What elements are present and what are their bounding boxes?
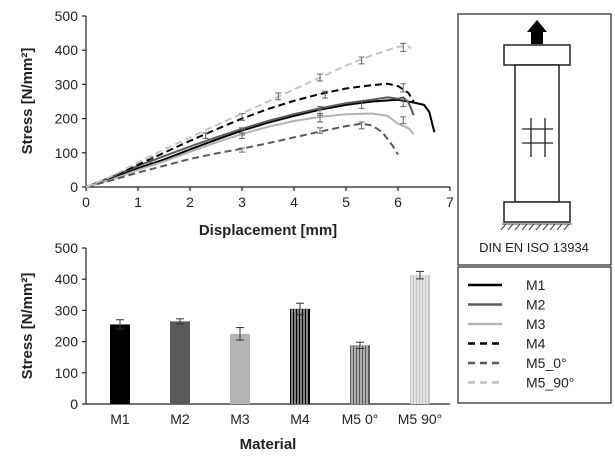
top-x-tick-label: 5 <box>342 194 350 210</box>
bottom-y-tick-label: 400 <box>55 271 79 287</box>
legend-label: M3 <box>526 316 546 332</box>
lower-clamp <box>503 201 571 223</box>
top-y-axis-label: Stress [N/mm²] <box>19 48 36 155</box>
bar-m3 <box>230 333 250 404</box>
specimen <box>514 64 560 203</box>
legend: M1 M2 M3 M4 M5_0° M5_90° <box>457 266 612 404</box>
stress-displacement-chart: 0 100 200 300 400 500 0 1 2 3 4 5 6 7 Displacement [… <box>19 8 454 239</box>
legend-label: M1 <box>526 277 546 293</box>
bottom-x-tick-label: M2 <box>170 411 190 427</box>
top-x-tick-label: 7 <box>446 194 454 210</box>
top-y-tick-label: 400 <box>55 42 79 58</box>
top-x-tick-label: 4 <box>290 194 298 210</box>
bottom-y-tick-label: 200 <box>55 334 79 350</box>
top-x-tick-label: 1 <box>134 194 142 210</box>
legend-label: M4 <box>526 336 546 352</box>
series-line-m3 <box>85 112 415 188</box>
upper-clamp <box>503 44 571 66</box>
bottom-y-axis-label: Stress [N/mm²] <box>19 273 36 380</box>
bottom-y-tick-label: 300 <box>55 302 79 318</box>
bottom-x-tick-label: M5 90° <box>398 411 443 427</box>
top-y-tick-label: 100 <box>55 145 79 161</box>
pull-arrow-icon <box>527 20 547 44</box>
legend-label: M5_0° <box>526 355 567 371</box>
legend-label: M5_90° <box>526 375 574 391</box>
test-setup-diagram: DIN EN ISO 13934 <box>457 13 612 266</box>
bar-m2 <box>170 321 190 404</box>
bottom-x-tick-label: M1 <box>110 411 130 427</box>
diagram-caption: DIN EN ISO 13934 <box>479 240 589 255</box>
bottom-x-tick-label: M4 <box>290 411 310 427</box>
stress-by-material-chart: 0 100 200 300 400 500 M1 M2 M3 M4 M5 0° M5 90° Mat… <box>19 240 450 453</box>
fixed-support-hatch <box>500 223 572 231</box>
bottom-y-tick-label: 500 <box>55 240 79 256</box>
top-y-tick-label: 200 <box>55 111 79 127</box>
top-y-tick-label: 500 <box>55 8 79 24</box>
top-y-tick-label: 300 <box>55 76 79 92</box>
bottom-y-tick-label: 0 <box>70 396 78 412</box>
series-line-m5-90- <box>85 45 412 188</box>
specimen-grid-marks <box>522 118 553 157</box>
top-x-tick-label: 3 <box>238 194 246 210</box>
legend-frame <box>457 266 612 404</box>
series-line-m2 <box>85 96 415 188</box>
bottom-y-tick-label: 100 <box>55 365 79 381</box>
bar-m1 <box>110 324 130 404</box>
bottom-x-tick-label: M5 0° <box>342 411 379 427</box>
top-x-tick-label: 2 <box>186 194 194 210</box>
top-x-tick-label: 0 <box>82 194 90 210</box>
top-x-tick-label: 6 <box>394 194 402 210</box>
bottom-x-tick-label: M3 <box>230 411 250 427</box>
series-line-m5-0- <box>85 122 399 188</box>
series-line-m1 <box>85 98 436 188</box>
bottom-x-axis-label: Material <box>240 436 297 453</box>
legend-label: M2 <box>526 297 546 313</box>
top-y-tick-label: 0 <box>70 179 78 195</box>
top-x-axis-label: Displacement [mm] <box>199 222 337 239</box>
